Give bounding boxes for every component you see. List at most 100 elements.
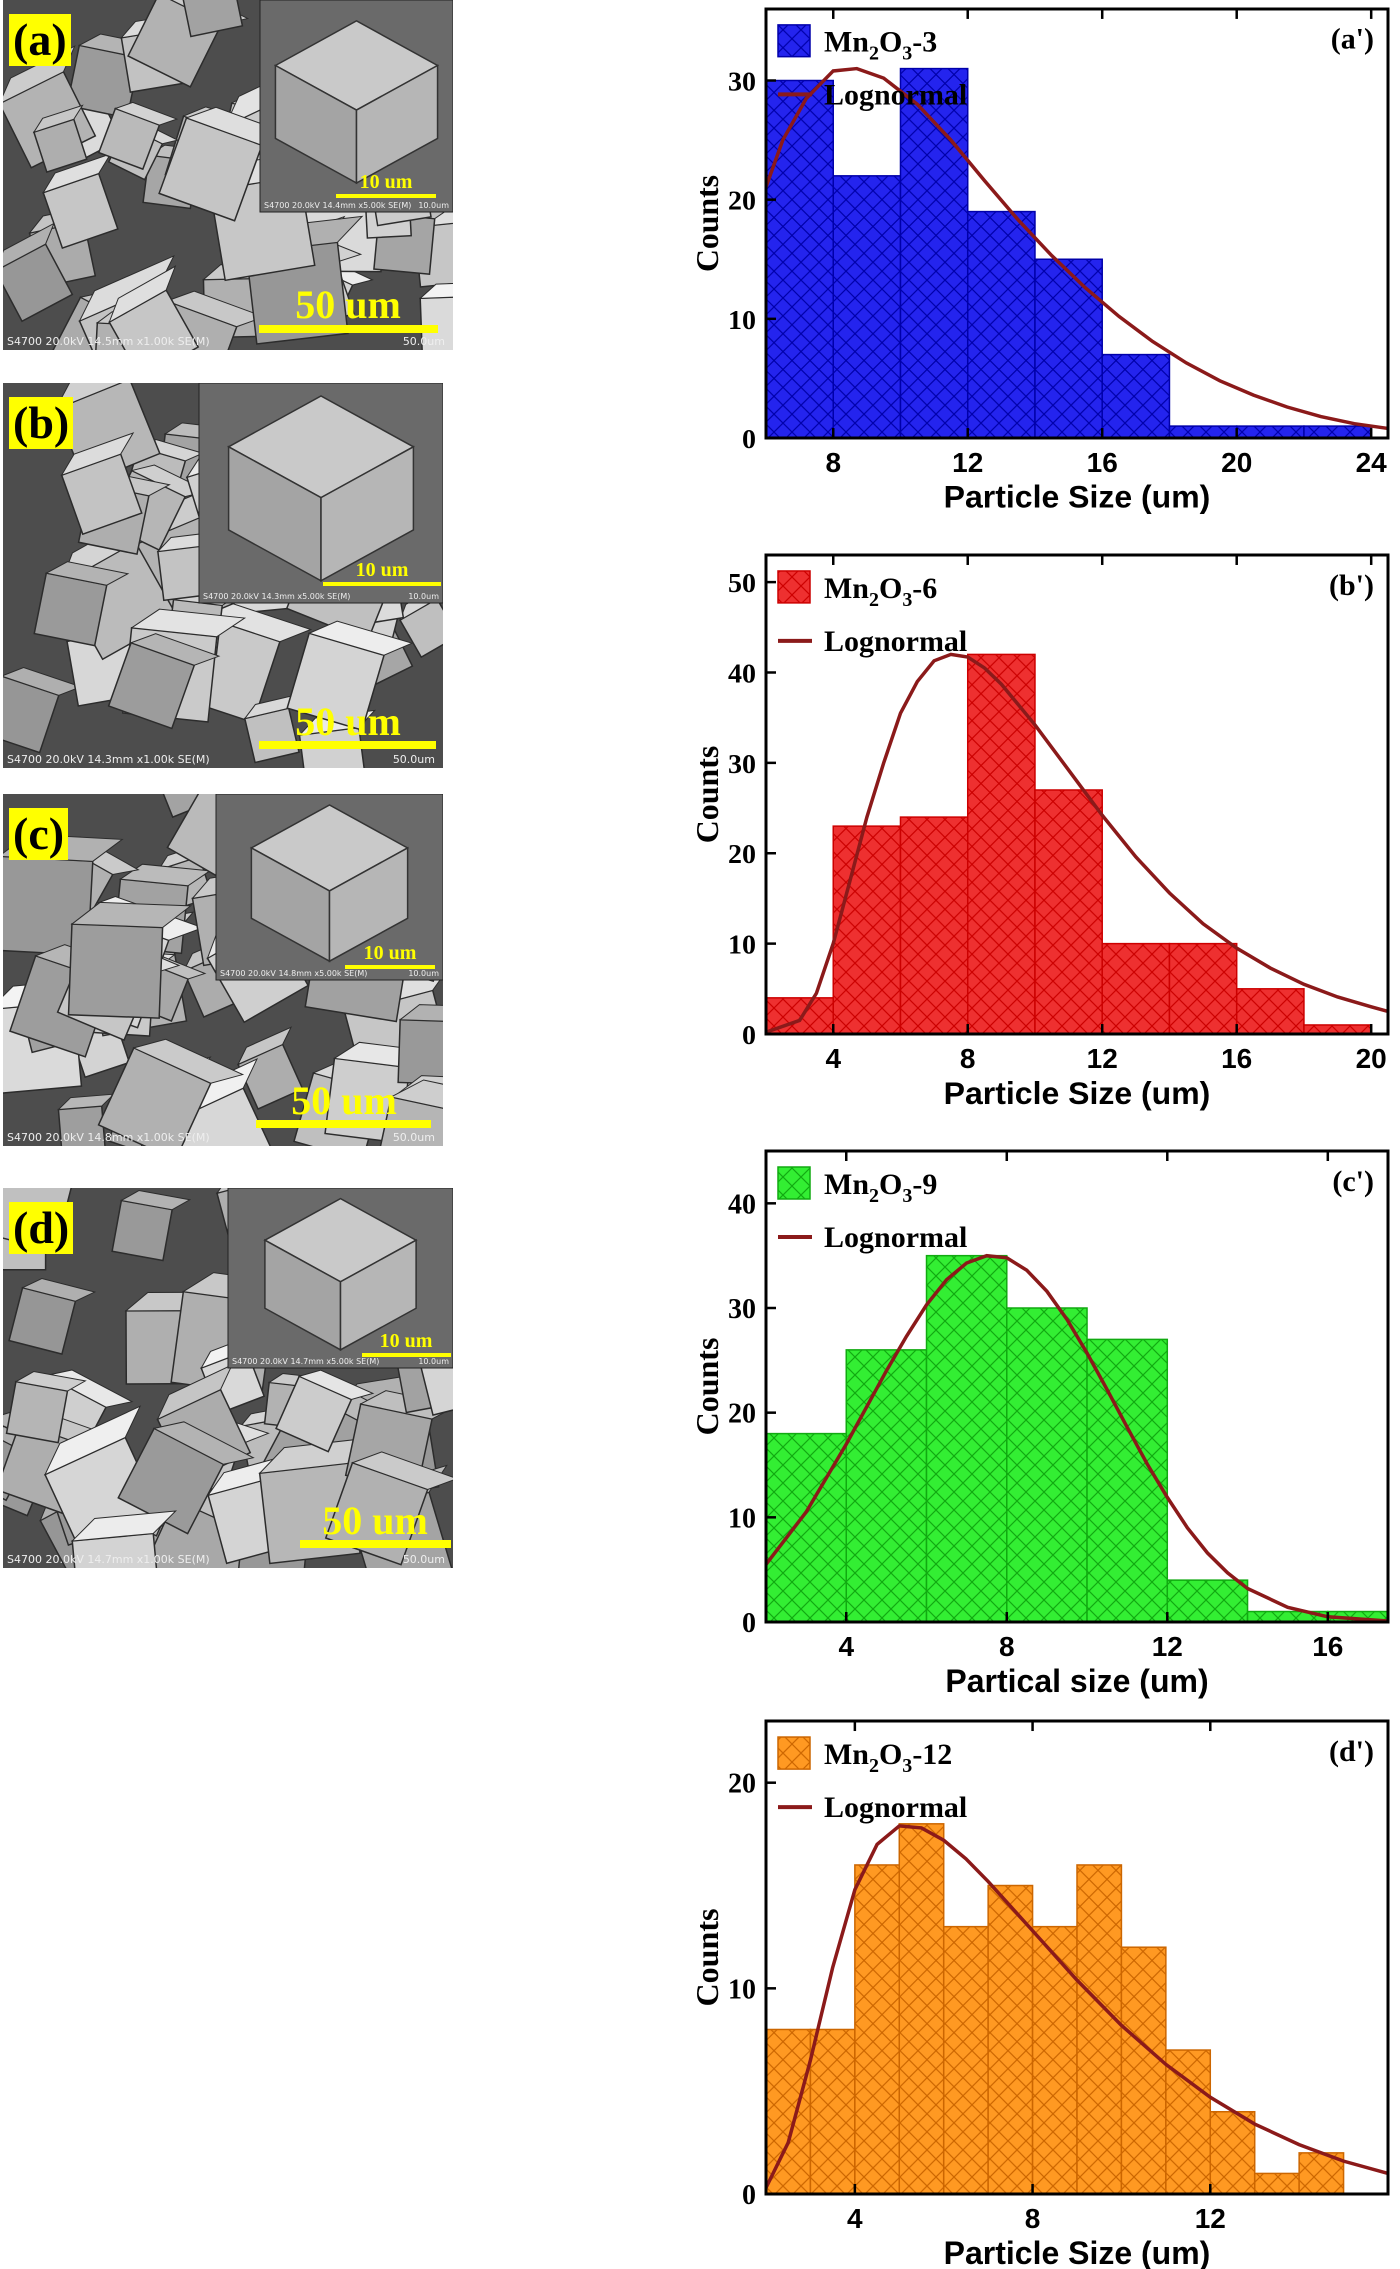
lognormal-fit-line xyxy=(766,1253,1388,1622)
x-axis-label: Particle Size (um) xyxy=(944,2235,1211,2269)
inset-footer-scale: 10.0um xyxy=(418,1357,449,1366)
histogram-bars xyxy=(766,653,1372,1035)
legend-series-name: Mn2O3-6 xyxy=(824,572,937,611)
histogram-bar xyxy=(766,79,834,439)
y-tick-label: 50 xyxy=(728,568,756,599)
x-tick-label: 4 xyxy=(838,1631,854,1662)
lognormal-fit-line xyxy=(766,1824,1388,2189)
legend-swatch-bars xyxy=(777,570,811,604)
sem-footer-scale: 50.0um xyxy=(393,1131,435,1144)
legend: Mn2O3-12 Lognormal xyxy=(777,1736,967,1824)
sem-footer-text: S4700 20.0kV 14.5mm x1.00k SE(M) xyxy=(7,335,210,348)
sem-footer-text: S4700 20.0kV 14.7mm x1.00k SE(M) xyxy=(7,1553,210,1566)
panel-label: (c) xyxy=(9,808,69,860)
y-tick-label: 10 xyxy=(728,930,756,961)
y-tick-label: 0 xyxy=(742,424,756,455)
histogram-bar xyxy=(966,653,1036,1035)
histogram-bar xyxy=(1235,988,1305,1035)
plot-frame xyxy=(764,1149,1390,1624)
x-tick-label: 8 xyxy=(999,1631,1015,1662)
histogram-bar xyxy=(898,1823,945,2194)
x-tick-label: 16 xyxy=(1087,447,1118,478)
y-tick-label: 10 xyxy=(728,1503,756,1534)
histogram-bar xyxy=(854,1864,901,2194)
panel-label: (d) xyxy=(9,1202,74,1254)
histogram-bars xyxy=(766,1823,1345,2194)
x-tick-label: 4 xyxy=(847,2203,863,2234)
histogram-chart-3: 4 8 12 16 0 10 20 30 40 Partical size (um) Counts (… xyxy=(689,1149,1390,1699)
sem-footer-text: S4700 20.0kV 14.3mm x1.00k SE(M) xyxy=(7,753,210,766)
x-tick-label: 8 xyxy=(825,447,841,478)
inset-scale-label: 10 um xyxy=(380,1330,433,1352)
histogram-bar xyxy=(1101,353,1171,439)
histogram-bar xyxy=(1235,425,1305,439)
y-tick-label: 20 xyxy=(728,1769,756,1800)
histogram-bar xyxy=(899,816,969,1035)
histogram-bar xyxy=(925,1254,1008,1622)
histogram-bar xyxy=(1086,1338,1169,1622)
y-tick-label: 0 xyxy=(742,2180,756,2211)
histogram-bars xyxy=(766,1254,1388,1622)
y-tick-label: 0 xyxy=(742,1608,756,1639)
histogram-bar xyxy=(766,2028,812,2194)
x-tick-label: 4 xyxy=(825,1043,841,1074)
histogram-bar xyxy=(1076,1864,1123,2194)
inset-scale-label: 10 um xyxy=(356,559,409,581)
histogram-bar xyxy=(1303,425,1372,439)
x-axis-label: Partical size (um) xyxy=(945,1663,1208,1699)
x-axis-label: Particle Size (um) xyxy=(944,1075,1211,1111)
x-tick-label: 16 xyxy=(1221,1043,1252,1074)
histogram-bar xyxy=(1166,1579,1249,1622)
histogram-bar xyxy=(1209,2110,1256,2194)
main-scale-label: 50 um xyxy=(291,1078,397,1123)
y-axis-label: Counts xyxy=(689,1909,725,2007)
y-tick-label: 20 xyxy=(728,839,756,870)
legend-fit-name: Lognormal xyxy=(824,1221,967,1254)
histogram-bar xyxy=(1168,942,1238,1035)
main-scale-label: 50 um xyxy=(322,1498,428,1543)
histogram-bars xyxy=(766,67,1372,439)
inset-footer-text: S4700 20.0kV 14.3mm x5.00k SE(M) xyxy=(203,592,350,601)
y-tick-label: 40 xyxy=(728,1189,756,1220)
sem-image-d: S4700 20.0kV 14.7mm x5.00k SE(M) 10.0um 10… xyxy=(3,1188,453,1568)
x-tick-label: 12 xyxy=(1195,2203,1226,2234)
y-axis-label: Counts xyxy=(689,1338,725,1436)
x-axis-label: Particle Size (um) xyxy=(944,479,1211,515)
legend-series-name: Mn2O3-12 xyxy=(824,1738,952,1777)
legend-series-name: Mn2O3-3 xyxy=(824,26,937,65)
panel-label: (a) xyxy=(9,14,71,66)
inset-footer-text: S4700 20.0kV 14.4mm x5.00k SE(M) xyxy=(264,201,411,210)
histogram-chart-2: 4 8 12 16 20 0 10 20 30 40 50 Particle Size (um) Cou… xyxy=(690,553,1390,1111)
sem-footer-text: S4700 20.0kV 14.8mm x1.00k SE(M) xyxy=(7,1131,210,1144)
inset-footer-scale: 10.0um xyxy=(408,592,439,601)
histogram-bar xyxy=(1165,2049,1212,2194)
histogram-bar xyxy=(1101,942,1171,1035)
histogram-bar xyxy=(1006,1307,1088,1622)
y-tick-label: 10 xyxy=(728,1974,756,2005)
inset-footer-scale: 10.0um xyxy=(418,201,449,210)
histogram-chart-1: 8 12 16 20 24 0 10 20 30 Particle Size (um) Counts… xyxy=(690,7,1390,515)
y-tick-label: 30 xyxy=(728,1294,756,1325)
sem-image-c: S4700 20.0kV 14.8mm x5.00k SE(M) 10.0um 10… xyxy=(3,794,443,1146)
legend-swatch-bars xyxy=(777,1166,811,1200)
histogram-bar xyxy=(845,1349,928,1622)
y-tick-label: 10 xyxy=(728,305,756,336)
inset-footer-scale: 10.0um xyxy=(408,969,439,978)
plot-frame xyxy=(764,1719,1390,2196)
inset-footer-text: S4700 20.0kV 14.7mm x5.00k SE(M) xyxy=(232,1357,379,1366)
histogram-bar xyxy=(1168,425,1238,439)
legend: Mn2O3-9 Lognormal xyxy=(777,1166,967,1254)
sem-image-a: S4700 20.0kV 14.4mm x5.00k SE(M) 10.0um 10… xyxy=(3,0,453,350)
y-tick-label: 0 xyxy=(742,1020,756,1051)
x-tick-label: 8 xyxy=(1025,2203,1041,2234)
main-scale-label: 50 um xyxy=(295,699,401,744)
legend: Mn2O3-3 Lognormal xyxy=(777,24,967,111)
histogram-bar xyxy=(1034,789,1103,1035)
histogram-bar xyxy=(832,175,902,439)
lognormal-fit-line xyxy=(766,66,1388,431)
legend-swatch-bars xyxy=(777,1736,811,1770)
sem-footer-scale: 50.0um xyxy=(403,1553,445,1566)
x-tick-label: 12 xyxy=(952,447,983,478)
chart-panel-label: (d') xyxy=(1329,1735,1374,1768)
plot-frame xyxy=(764,7,1390,440)
